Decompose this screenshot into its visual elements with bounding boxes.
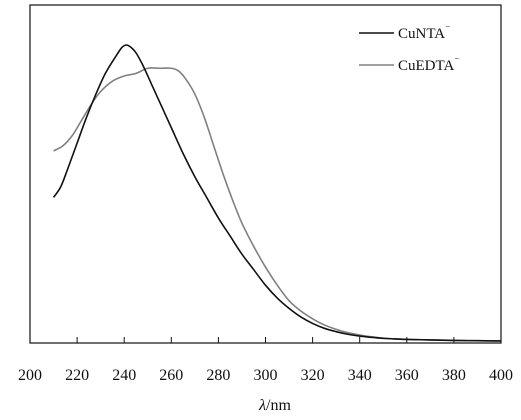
legend: CuNTA⁻ CuEDTA⁻ [359, 24, 460, 74]
x-axis-title: λ/nm [258, 397, 291, 414]
x-tick-label-200: 200 [18, 367, 42, 384]
x-tick-label-280: 280 [206, 367, 230, 384]
legend-label-cunta: CuNTA⁻ [398, 24, 450, 42]
legend-label-cuedta: CuEDTA⁻ [398, 56, 460, 74]
x-tick-label-400: 400 [489, 367, 513, 384]
x-tick-label-240: 240 [112, 367, 136, 384]
x-tick-label-380: 380 [442, 367, 466, 384]
x-tick-label-260: 260 [159, 367, 183, 384]
x-tick-label-340: 340 [348, 367, 372, 384]
plot-frame [29, 4, 502, 344]
series-lines [52, 44, 502, 342]
series-line-cunta [52, 44, 502, 342]
x-axis-ticks: 200 220 240 260 280 300 320 340 360 380 400 [18, 337, 513, 384]
x-tick-label-360: 360 [395, 367, 419, 384]
series-line-cuedta [53, 67, 502, 342]
x-tick-label-220: 220 [65, 367, 89, 384]
x-tick-label-300: 300 [254, 367, 278, 384]
x-tick-label-320: 320 [301, 367, 325, 384]
